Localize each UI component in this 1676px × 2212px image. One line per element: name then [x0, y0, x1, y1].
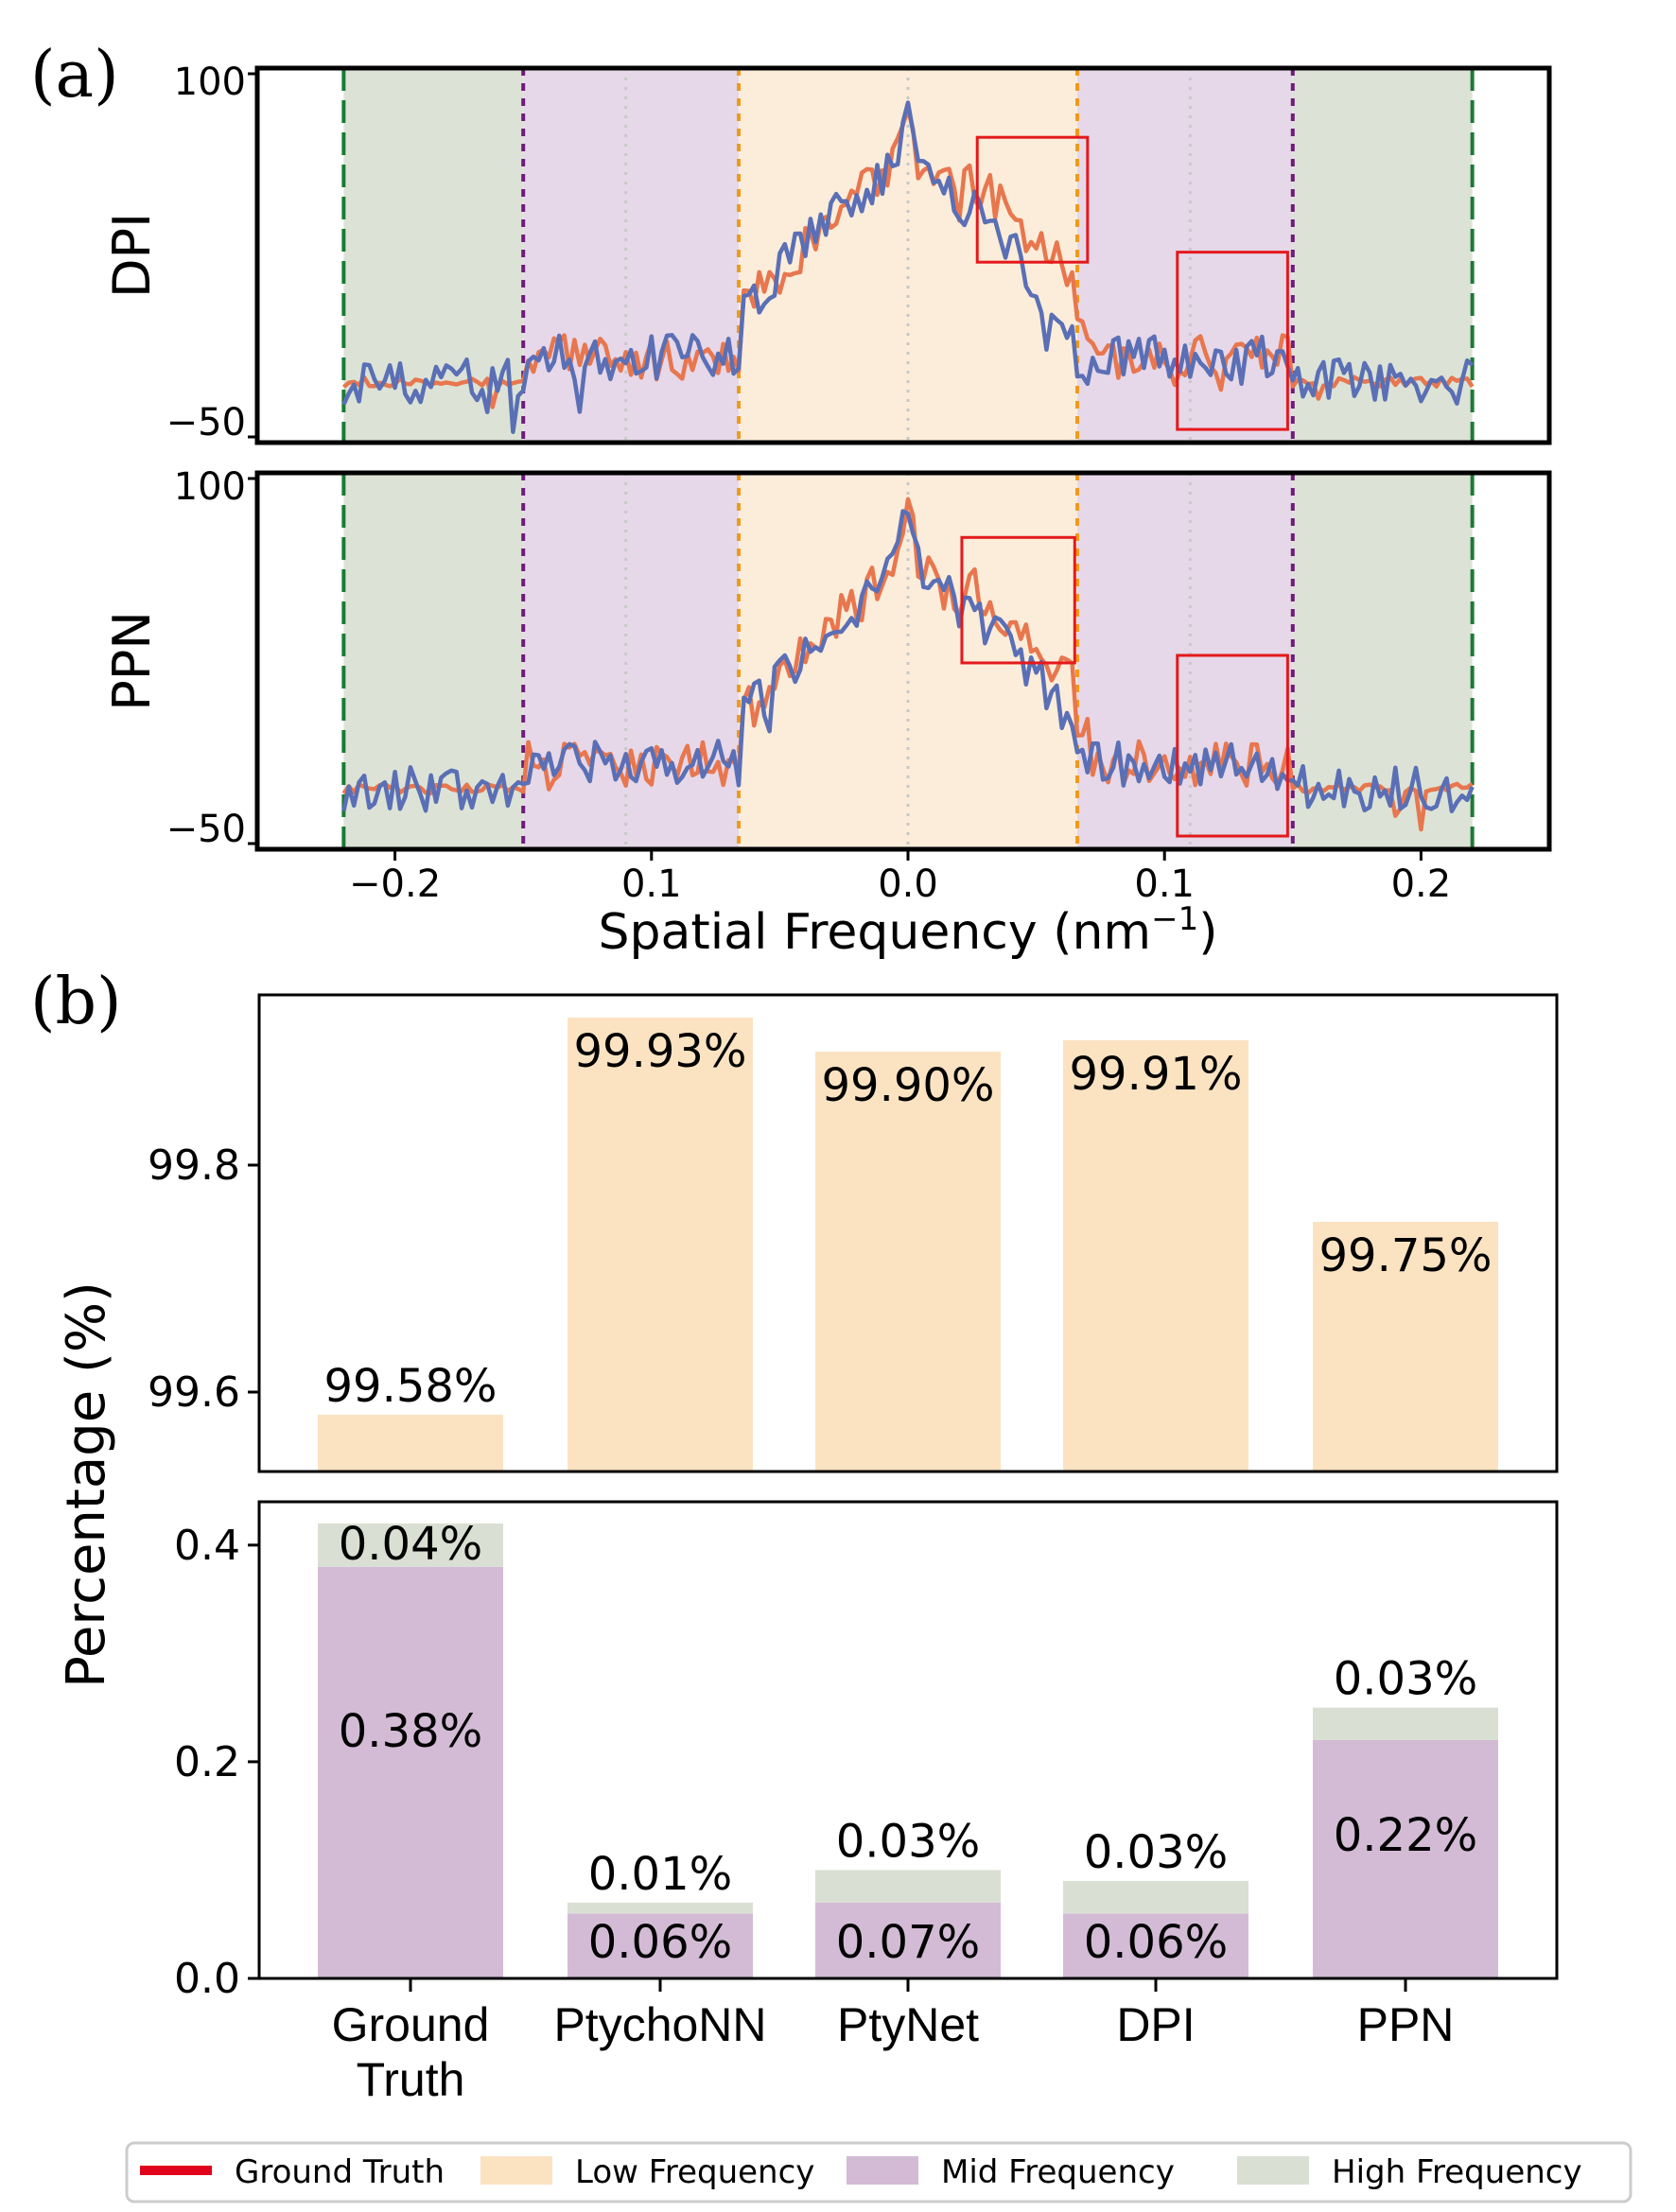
x-tick-label: PPN: [1357, 1998, 1455, 2051]
bar-value-label: 99.91%: [1069, 1048, 1242, 1101]
bar-value-label: 0.03%: [1334, 1653, 1477, 1706]
legend-swatch-0: [140, 2166, 212, 2175]
bar-value-label: 0.07%: [836, 1916, 980, 1969]
x-tick-label: PtyNet: [837, 1998, 979, 2051]
spectrum-subplot-dpi: 100 −50 DPI: [102, 61, 1552, 445]
bar-mid-frequency: [815, 1902, 1001, 1978]
y-tick-label: −50: [166, 401, 246, 444]
bar-mid-frequency: [318, 1566, 503, 1978]
x-tick-label: 0.0: [878, 862, 938, 906]
x-axis-label-tail: ): [1198, 904, 1217, 961]
highlight-box-0: [975, 135, 1090, 264]
x-tick-label: 0.1: [621, 862, 682, 906]
bar-low-frequency: [1063, 1040, 1248, 1472]
bar-mid-frequency: [1313, 1740, 1498, 1978]
bar-low-frequency: [1313, 1222, 1498, 1472]
bar-high-frequency: [567, 1902, 753, 1914]
band-mid-frequency-3: [1076, 473, 1293, 849]
bar-value-label: 0.38%: [339, 1705, 482, 1758]
legend-swatch-2: [847, 2156, 918, 2185]
bar-value-label: 0.06%: [588, 1916, 732, 1969]
y-tick-label: 100: [174, 61, 246, 104]
bar-mid-frequency: [1063, 1913, 1248, 1978]
bar-value-label: 0.04%: [339, 1518, 482, 1571]
legend-swatch-1: [480, 2156, 552, 2185]
bar-value-label: 99.75%: [1318, 1229, 1492, 1282]
x-tick-label: PtychoNN: [553, 1998, 766, 2051]
highlight-box-1: [1176, 251, 1289, 431]
band-mid-frequency-1: [523, 68, 740, 443]
axes-frame: [257, 993, 1559, 1473]
x-axis-label-main: Spatial Frequency (nm: [598, 904, 1151, 961]
legend-label-2: Mid Frequency: [941, 2153, 1175, 2191]
legend-swatch-3: [1237, 2156, 1309, 2185]
bar-low-frequency: [318, 1415, 503, 1472]
x-axis-label-exp: −1: [1151, 900, 1198, 938]
band-mid-frequency-3: [1076, 68, 1293, 443]
bar-low-frequency: [567, 1018, 753, 1472]
x-tick-label: 0.1: [1134, 862, 1195, 906]
legend: Ground Truth Low Frequency Mid Frequency Hi…: [125, 2141, 1632, 2203]
bar-mid-frequency: [567, 1913, 753, 1978]
y-tick-label: 99.6: [148, 1368, 240, 1417]
panel-label-a: (a): [30, 38, 119, 113]
upper-axes: 99.58% 99.93% 99.90% 99.91% 99.75% 99.6 99.8: [148, 993, 1559, 1473]
bar-value-label: 99.90%: [821, 1059, 994, 1112]
x-tick-label: Truth: [357, 2053, 465, 2106]
band-mid-frequency-1: [523, 473, 740, 849]
x-tick-label: DPI: [1116, 1998, 1195, 2051]
spectrum-subplot-ppn: 100 −50 PPN: [102, 465, 1552, 852]
spectrum-panel: 100 −50 DPI 100 −50 PPN −0.2 0.1 0.0 0.1 0.2 Spatia…: [102, 61, 1552, 961]
spectrum-line-blue: [341, 509, 1475, 814]
bar-value-label: 99.93%: [573, 1025, 746, 1078]
legend-label-3: High Frequency: [1332, 2153, 1582, 2191]
y-axis-label: DPI: [102, 213, 162, 298]
bar-value-label: 0.22%: [1334, 1809, 1477, 1862]
legend-label-1: Low Frequency: [575, 2153, 814, 2191]
x-tick-label: Ground: [332, 1998, 490, 2051]
panel-label-b: (b): [30, 965, 122, 1039]
spectrum-line-blue: [341, 100, 1475, 434]
lower-axes: 0.38% 0.04% 0.06% 0.01% 0.07% 0.03% 0.06% 0.03%…: [174, 1500, 1559, 2106]
legend-label-0: Ground Truth: [235, 2153, 445, 2191]
bar-value-label: 99.58%: [323, 1360, 497, 1413]
x-axis: −0.2 0.1 0.0 0.1 0.2 Spatial Frequency (nm−1): [349, 849, 1451, 961]
y-tick-label: 0.2: [174, 1738, 240, 1786]
bar-high-frequency: [1063, 1880, 1248, 1914]
y-tick-label: 99.8: [148, 1141, 240, 1190]
bar-value-label: 0.06%: [1084, 1916, 1228, 1969]
bar-value-label: 0.01%: [588, 1848, 732, 1901]
axes-frame: [254, 470, 1552, 852]
y-tick-label: 100: [174, 465, 246, 509]
axes-frame: [254, 65, 1552, 445]
y-tick-label: −50: [166, 808, 246, 851]
highlight-box-0: [960, 535, 1076, 665]
bar-high-frequency: [815, 1870, 1001, 1903]
highlight-box-1: [1176, 653, 1289, 838]
y-tick-label: 0.0: [174, 1955, 240, 2003]
bar-value-label: 0.03%: [1084, 1826, 1228, 1879]
x-tick-label: 0.2: [1391, 862, 1452, 906]
x-axis-label: Spatial Frequency (nm−1): [598, 900, 1217, 961]
bar-high-frequency: [318, 1523, 503, 1567]
x-tick-label: −0.2: [349, 862, 441, 906]
bar-high-frequency: [1313, 1707, 1498, 1740]
energy-bar-panel: Percentage (%) 99.58%99.93%99.90% 99.91%99…: [56, 993, 1559, 2106]
bar-value-label: 0.03%: [836, 1815, 980, 1868]
y-tick-label: 0.4: [174, 1522, 240, 1570]
bar-low-frequency: [815, 1052, 1001, 1472]
y-axis-label: PPN: [102, 611, 162, 711]
y-axis-label: Percentage (%): [56, 1281, 117, 1688]
